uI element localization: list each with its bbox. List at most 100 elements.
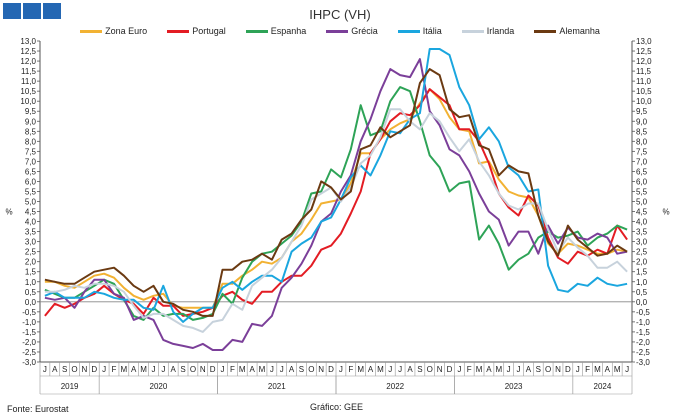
y-tick-label-right: 9,5 — [636, 107, 648, 116]
month-label: O — [545, 365, 551, 374]
month-label: M — [239, 365, 246, 374]
month-label: F — [348, 365, 353, 374]
year-label: 2019 — [61, 382, 79, 391]
y-tick-label-left: -0,5 — [22, 308, 36, 317]
month-label: N — [437, 365, 443, 374]
y-axis-label-right: % — [662, 208, 669, 217]
legend-item-irlanda: Irlanda — [461, 26, 514, 36]
month-label: A — [289, 365, 295, 374]
month-label: J — [388, 365, 392, 374]
month-label: A — [171, 365, 177, 374]
y-tick-label-right: -1,0 — [636, 318, 650, 327]
y-tick-label-left: 9,0 — [25, 117, 37, 126]
month-label: A — [249, 365, 255, 374]
month-label: S — [299, 365, 304, 374]
y-tick-label-right: 5,5 — [636, 187, 648, 196]
y-tick-label-left: 11,0 — [21, 77, 37, 86]
legend-item-italia: Itália — [397, 26, 442, 36]
y-tick-label-left: 1,0 — [25, 278, 37, 287]
y-tick-label-left: 3,0 — [25, 238, 37, 247]
logo-block-3 — [43, 3, 61, 19]
month-label: J — [517, 365, 521, 374]
month-label: D — [447, 365, 453, 374]
graphic-note: Gráfico: GEE — [310, 402, 364, 412]
y-tick-label-right: 6,5 — [636, 167, 648, 176]
year-label: 2021 — [268, 382, 286, 391]
logo-block-2 — [23, 3, 41, 19]
month-label: A — [407, 365, 413, 374]
y-tick-label-left: 7,5 — [25, 147, 37, 156]
month-label: J — [576, 365, 580, 374]
legend-swatch — [167, 29, 190, 33]
y-tick-label-right: 11,0 — [636, 77, 652, 86]
month-label: O — [308, 365, 314, 374]
month-label: D — [210, 365, 216, 374]
month-label: M — [121, 365, 128, 374]
legend-swatch — [326, 29, 349, 33]
y-tick-label-left: 12,0 — [20, 57, 36, 66]
month-label: M — [357, 365, 364, 374]
legend-label: Espanha — [270, 26, 307, 36]
month-label: N — [82, 365, 88, 374]
month-label: J — [398, 365, 402, 374]
y-tick-label-right: 12,0 — [636, 57, 652, 66]
y-tick-label-right: -2,0 — [636, 338, 650, 347]
chart-title: IHPC (VH) — [309, 7, 371, 22]
month-label: N — [318, 365, 324, 374]
month-label: M — [614, 365, 621, 374]
y-tick-label-left: 10,5 — [20, 87, 36, 96]
y-tick-label-left: 4,0 — [25, 218, 37, 227]
legend-item-portugal: Portugal — [167, 26, 226, 36]
y-tick-label-right: 7,5 — [636, 147, 648, 156]
year-label: 2022 — [386, 382, 404, 391]
month-label: M — [495, 365, 502, 374]
month-label: N — [555, 365, 561, 374]
y-tick-label-right: 0,0 — [636, 298, 648, 307]
y-tick-label-right: 3,5 — [636, 228, 648, 237]
month-label: J — [102, 365, 106, 374]
series-line-alemanha — [44, 68, 628, 317]
month-label: O — [190, 365, 196, 374]
y-tick-label-left: 6,0 — [25, 177, 37, 186]
month-label: J — [339, 365, 343, 374]
month-label: J — [280, 365, 284, 374]
y-tick-label-right: 1,5 — [636, 268, 648, 277]
y-tick-label-right: 7,0 — [636, 157, 648, 166]
month-label: M — [476, 365, 483, 374]
y-tick-label-left: 13,0 — [20, 37, 36, 46]
legend-label: Zona Euro — [105, 26, 148, 36]
y-tick-label-left: 3,5 — [25, 228, 37, 237]
y-tick-label-right: 4,5 — [636, 208, 648, 217]
month-label: J — [270, 365, 274, 374]
y-tick-label-right: 1,0 — [636, 278, 648, 287]
legend-swatch — [245, 29, 268, 33]
y-tick-label-left: -2,5 — [22, 348, 36, 357]
legend-item-grecia: Grécia — [326, 26, 378, 36]
month-label: J — [625, 365, 629, 374]
y-tick-label-right: 8,0 — [636, 137, 648, 146]
legend-item-zona-euro: Zona Euro — [80, 26, 147, 36]
y-tick-label-left: 12,5 — [20, 47, 36, 56]
y-tick-label-right: 8,5 — [636, 127, 648, 136]
month-label: A — [368, 365, 374, 374]
month-label: J — [151, 365, 155, 374]
y-tick-label-right: 5,0 — [636, 198, 648, 207]
month-label: S — [536, 365, 541, 374]
y-tick-label-left: 11,5 — [21, 67, 37, 76]
y-tick-label-right: 2,5 — [636, 248, 648, 257]
month-label: M — [594, 365, 601, 374]
y-axis-label-left: % — [5, 208, 12, 217]
y-tick-label-left: 6,5 — [25, 167, 37, 176]
month-label: F — [112, 365, 117, 374]
series-line-portugal — [44, 88, 628, 317]
legend: Zona Euro Portugal Espanha Grécia Itália Irla… — [0, 26, 680, 36]
month-label: O — [427, 365, 433, 374]
y-tick-label-right: 10,5 — [636, 87, 652, 96]
y-tick-label-right: 12,5 — [636, 47, 652, 56]
y-tick-label-left: 8,0 — [25, 137, 37, 146]
y-tick-label-right: 4,0 — [636, 218, 648, 227]
legend-item-alemanha: Alemanha — [534, 26, 600, 36]
legend-swatch — [80, 29, 103, 33]
y-tick-label-left: 1,5 — [25, 268, 37, 277]
